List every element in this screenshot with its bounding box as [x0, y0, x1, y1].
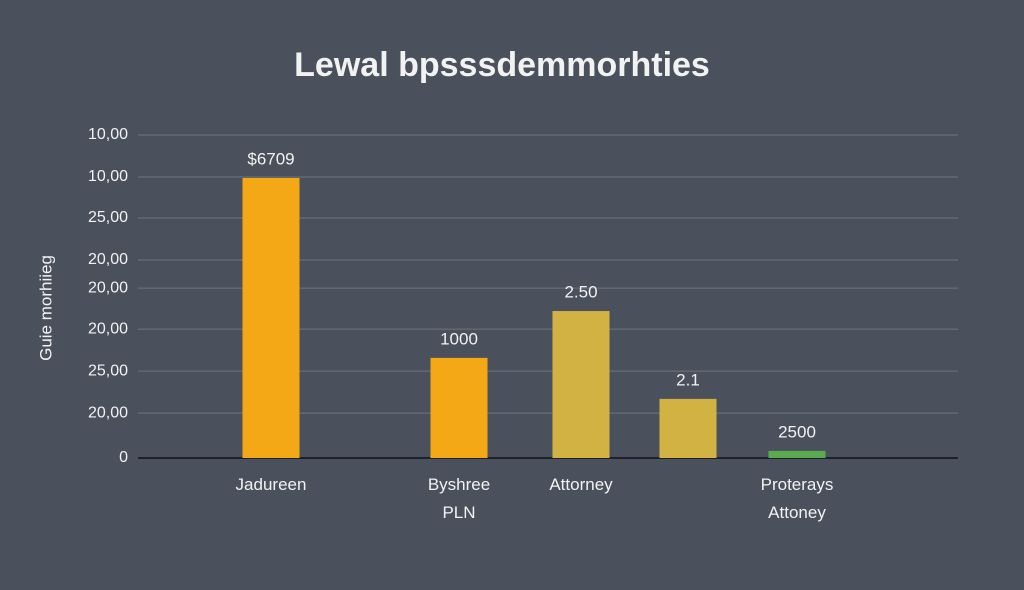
- bar: [659, 398, 717, 458]
- x-tick-label: Attorney: [549, 475, 613, 494]
- y-tick-label: 20,00: [88, 320, 128, 337]
- x-tick-label: Proterays Attoney: [761, 475, 834, 522]
- y-tick-label: 0: [119, 449, 128, 466]
- value-label: 2.50: [564, 283, 597, 302]
- x-tick-label: Jadureen: [236, 475, 307, 494]
- y-tick-label: 10,00: [88, 126, 128, 143]
- y-tick-label: 20,00: [88, 251, 128, 268]
- value-label: 2500: [778, 422, 816, 441]
- y-tick-label: 10,00: [88, 168, 128, 185]
- value-label: 2.1: [676, 370, 700, 389]
- value-label: $6709: [247, 149, 294, 168]
- x-tick-label: Byshree PLN: [428, 475, 490, 522]
- y-tick-label: 25,00: [88, 209, 128, 226]
- y-axis-label: Guie morhiieg: [36, 255, 55, 361]
- y-tick-label: 20,00: [88, 279, 128, 296]
- y-tick-label: 25,00: [88, 362, 128, 379]
- y-tick-label: 20,00: [88, 404, 128, 421]
- bar: [242, 177, 300, 459]
- bar: [430, 357, 488, 458]
- value-label: 1000: [440, 329, 478, 348]
- bar: [768, 450, 826, 458]
- chart-title: Lewal bpsssdemmorhties: [294, 46, 710, 84]
- bar: [552, 311, 610, 458]
